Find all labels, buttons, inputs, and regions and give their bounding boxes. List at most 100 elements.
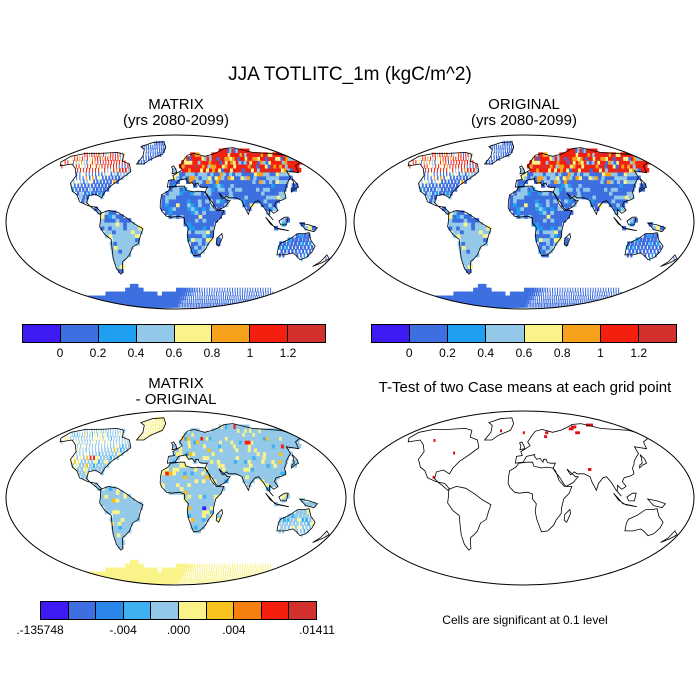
colorbar-tick-label: 1 xyxy=(597,346,604,360)
grid-cell xyxy=(113,447,116,453)
grid-cell xyxy=(176,486,181,491)
grid-cell xyxy=(245,179,252,184)
grid-cell xyxy=(192,160,197,165)
grid-cell xyxy=(116,237,122,242)
grid-cell xyxy=(163,571,168,576)
grid-cell xyxy=(284,249,287,254)
grid-cell xyxy=(548,171,554,177)
grid-cell xyxy=(524,198,529,204)
grid-cell xyxy=(180,303,182,308)
grid-cell xyxy=(241,291,243,297)
grid-cell xyxy=(284,525,287,530)
grid-cell xyxy=(574,287,576,293)
grid-cell xyxy=(426,194,430,200)
grid-cell xyxy=(202,233,207,239)
grid-cell xyxy=(187,575,189,580)
grid-cell xyxy=(204,567,206,573)
grid-cell xyxy=(89,428,90,433)
grid-cell xyxy=(112,432,114,437)
grid-cell xyxy=(464,233,469,239)
grid-cell xyxy=(116,171,119,177)
grid-cell xyxy=(516,299,520,304)
grid-cell xyxy=(201,571,203,576)
grid-cell xyxy=(91,436,93,441)
grid-cell xyxy=(525,303,527,308)
grid-cell xyxy=(542,299,544,304)
grid-cell xyxy=(219,474,225,480)
grid-cell xyxy=(604,295,606,300)
grid-cell xyxy=(115,252,121,258)
grid-cell xyxy=(186,579,188,584)
grid-cell xyxy=(440,167,442,173)
grid-cell xyxy=(587,291,589,297)
grid-cell xyxy=(168,198,173,204)
grid-cell xyxy=(119,218,124,223)
grid-cell xyxy=(231,187,237,192)
grid-cell xyxy=(456,183,459,188)
grid-cell xyxy=(101,183,104,188)
grid-cell xyxy=(471,222,476,227)
grid-cell xyxy=(591,175,598,181)
grid-cell xyxy=(83,179,85,184)
grid-cell xyxy=(205,237,210,242)
grid-cell xyxy=(572,175,578,181)
grid-cell xyxy=(253,191,260,196)
coastline-northAmerica xyxy=(407,427,480,491)
grid-cell xyxy=(148,148,150,153)
coastline-borneo xyxy=(626,216,637,226)
grid-cell xyxy=(111,498,117,503)
grid-cell xyxy=(538,241,543,246)
grid-cell xyxy=(112,237,118,242)
grid-cell xyxy=(557,214,563,219)
grid-cell xyxy=(98,167,100,173)
grid-cell xyxy=(100,494,105,499)
grid-cell xyxy=(197,447,203,453)
grid-cell xyxy=(93,455,95,460)
grid-cell xyxy=(554,218,559,223)
grid-cell xyxy=(465,241,470,246)
grid-cell xyxy=(216,183,222,188)
grid-cell xyxy=(264,191,271,196)
coastline-greenland xyxy=(483,417,515,441)
grid-cell xyxy=(187,210,192,215)
grid-cell xyxy=(260,563,261,569)
grid-cell xyxy=(520,183,525,188)
grid-cell xyxy=(216,513,221,518)
grid-cell xyxy=(520,179,525,184)
grid-cell xyxy=(275,191,281,196)
grid-cell xyxy=(434,179,437,184)
grid-cell xyxy=(221,167,227,173)
grid-cell xyxy=(258,194,265,200)
grid-cell xyxy=(215,194,221,200)
grid-cell xyxy=(195,436,200,441)
grid-cell xyxy=(83,167,85,173)
grid-cell xyxy=(198,229,203,235)
grid-cell xyxy=(205,198,210,204)
grid-cell xyxy=(248,198,254,204)
grid-cell xyxy=(560,179,566,184)
grid-cell xyxy=(267,291,269,297)
grid-cell xyxy=(112,428,114,433)
grid-cell xyxy=(456,233,462,239)
grid-cell xyxy=(107,447,109,453)
grid-cell xyxy=(110,440,112,445)
grid-cell xyxy=(191,505,196,511)
grid-cell xyxy=(82,171,84,177)
grid-cell xyxy=(194,490,200,495)
grid-cell xyxy=(504,148,506,153)
grid-cell xyxy=(172,463,177,468)
grid-cell xyxy=(535,218,540,223)
grid-cell xyxy=(116,264,122,269)
grid-cell xyxy=(179,467,184,472)
grid-cell xyxy=(592,295,594,300)
grid-cell xyxy=(110,171,113,177)
grid-cell xyxy=(257,563,259,569)
grid-cell xyxy=(142,432,144,437)
grid-cell xyxy=(203,303,205,308)
grid-cell xyxy=(237,451,243,457)
grid-cell xyxy=(176,210,181,215)
grid-cell xyxy=(309,525,312,530)
grid-cell xyxy=(183,432,188,437)
grid-cell xyxy=(201,521,206,526)
grid-cell xyxy=(183,494,188,499)
